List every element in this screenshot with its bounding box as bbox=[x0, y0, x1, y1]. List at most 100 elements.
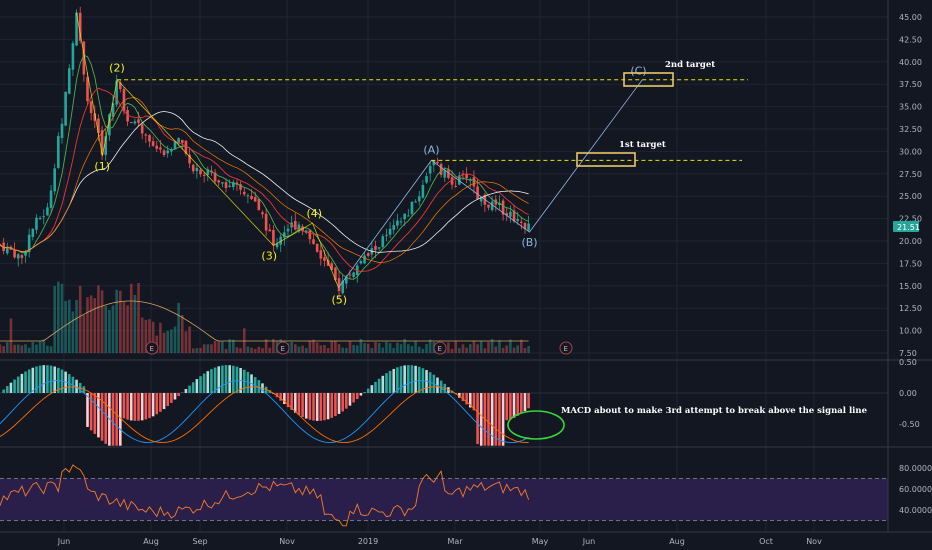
volume-bar bbox=[9, 318, 13, 353]
macd-histogram-bar bbox=[115, 393, 118, 446]
volume-bar bbox=[399, 344, 403, 353]
macd-histogram-bar bbox=[162, 393, 166, 410]
price-tick-label: 30.00 bbox=[899, 147, 922, 156]
candle-body bbox=[133, 121, 137, 124]
macd-histogram-bar bbox=[505, 393, 509, 421]
volume-bar bbox=[100, 290, 104, 353]
volume-bar bbox=[509, 339, 512, 353]
volume-bar bbox=[250, 347, 253, 353]
corrective-wave-line bbox=[338, 79, 643, 288]
macd-histogram-bar bbox=[370, 385, 374, 393]
macd-histogram-bar bbox=[297, 393, 301, 415]
earnings-badge[interactable]: E bbox=[559, 341, 573, 355]
macd-histogram-bar bbox=[323, 393, 326, 421]
x-tick-label: Aug bbox=[669, 537, 685, 546]
price-tick-label: 20.00 bbox=[899, 237, 922, 246]
moving-averages bbox=[0, 54, 529, 280]
volume-bar bbox=[111, 305, 115, 353]
candle-body bbox=[315, 243, 319, 252]
macd-histogram-bar bbox=[501, 393, 505, 446]
signal-line bbox=[0, 386, 529, 444]
candle-body bbox=[509, 211, 512, 217]
candle-body bbox=[126, 109, 129, 122]
candle-body bbox=[330, 263, 334, 270]
candle-body bbox=[323, 257, 326, 261]
candle-body bbox=[86, 77, 89, 102]
volume-bar bbox=[366, 343, 370, 353]
candle-body bbox=[257, 198, 261, 211]
macd-histogram-bar bbox=[177, 393, 180, 397]
macd-histogram-bar bbox=[191, 382, 195, 393]
price-tick-label: 40.00 bbox=[899, 58, 922, 67]
macd-histogram-bar bbox=[166, 393, 169, 407]
x-tick-label: Oct bbox=[759, 537, 773, 546]
volume-bar bbox=[228, 339, 231, 353]
svg-text:E: E bbox=[438, 345, 442, 353]
volume-bar bbox=[392, 348, 396, 353]
candle-body bbox=[520, 221, 523, 223]
macd-histogram-bar bbox=[126, 393, 129, 420]
rsi-line bbox=[0, 464, 530, 527]
volume-bar bbox=[170, 329, 173, 353]
wave-label: (3) bbox=[261, 249, 277, 262]
macd-histogram-bar bbox=[458, 393, 461, 398]
macd-histogram-bar bbox=[304, 393, 308, 419]
candle-body bbox=[137, 119, 140, 123]
macd-histogram-bar bbox=[396, 367, 399, 393]
x-tick-label: Nov bbox=[806, 537, 822, 546]
volume-bar bbox=[297, 346, 301, 353]
volume-bar bbox=[166, 330, 169, 353]
candle-body bbox=[479, 197, 483, 202]
volume-bar bbox=[352, 344, 355, 353]
macd-histogram-bar bbox=[35, 366, 38, 393]
macd-histogram-bar bbox=[490, 393, 494, 446]
macd-histogram-bar bbox=[275, 393, 279, 398]
volume-bar bbox=[206, 344, 210, 353]
volume-bar bbox=[323, 344, 326, 353]
volume-bar bbox=[334, 340, 337, 353]
volume-bar bbox=[162, 332, 166, 353]
first-target-box bbox=[576, 152, 636, 167]
macd-histogram-bar bbox=[133, 393, 137, 421]
candle-body bbox=[337, 278, 341, 292]
volume-bar bbox=[115, 289, 118, 353]
volume-bar bbox=[20, 345, 24, 353]
macd-histogram-bar bbox=[184, 389, 188, 393]
macd-histogram-bar bbox=[137, 393, 140, 421]
earnings-badge[interactable]: E bbox=[433, 341, 447, 355]
macd-histogram-bar bbox=[345, 393, 348, 409]
volume-bar bbox=[64, 300, 67, 353]
macd-histogram-bar bbox=[417, 366, 421, 393]
volume-bar bbox=[377, 343, 381, 353]
macd-histogram-bar bbox=[381, 375, 385, 393]
candle-body bbox=[407, 215, 410, 217]
candle-body bbox=[516, 219, 519, 222]
price-tick-label: 12.50 bbox=[899, 304, 922, 313]
candle-body bbox=[24, 251, 27, 256]
macd-histogram-bar bbox=[38, 365, 42, 393]
candle-body bbox=[104, 136, 108, 155]
candle-body bbox=[224, 182, 228, 189]
candle-body bbox=[385, 234, 388, 236]
earnings-badge[interactable]: E bbox=[276, 341, 290, 355]
macd-histogram-bar bbox=[399, 366, 403, 393]
volume-bar bbox=[49, 346, 53, 353]
volume-bar bbox=[78, 285, 82, 353]
earnings-badge[interactable]: E bbox=[145, 341, 159, 355]
volume-bar bbox=[315, 342, 319, 353]
macd-histogram-bar bbox=[93, 393, 97, 434]
volume-bar bbox=[501, 348, 505, 353]
volume-bar bbox=[428, 339, 432, 353]
volume-bar bbox=[235, 347, 239, 353]
macd-histogram-bar bbox=[388, 370, 392, 393]
volume-ma-line bbox=[0, 300, 529, 342]
macd-tick-label: 0.50 bbox=[899, 358, 917, 367]
volume-bar bbox=[104, 305, 108, 353]
volume-bar bbox=[129, 283, 133, 353]
candle-body bbox=[272, 229, 275, 246]
candle-body bbox=[119, 82, 122, 90]
volume-bar bbox=[232, 339, 235, 353]
candle-body bbox=[159, 147, 162, 150]
macd-histogram-bar bbox=[2, 389, 5, 393]
